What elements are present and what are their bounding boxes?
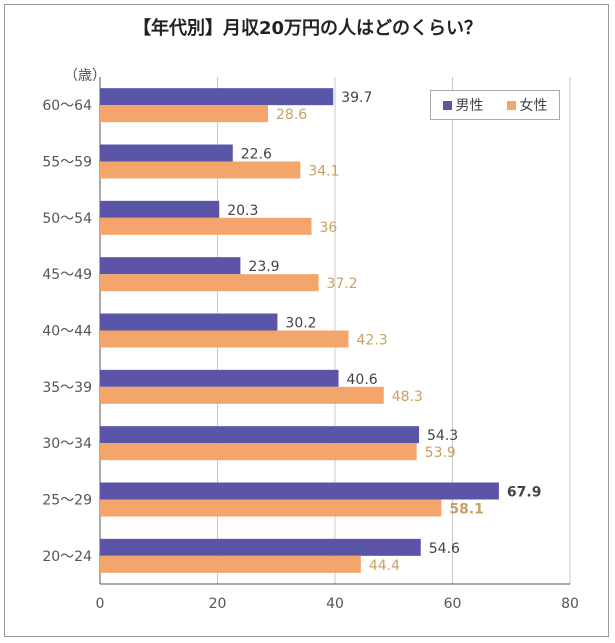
legend-swatch-male <box>442 100 452 110</box>
data-label-female: 37.2 <box>327 276 358 292</box>
data-label-male: 39.7 <box>341 90 372 106</box>
bar-female <box>100 161 301 179</box>
legend-item-female: 女性 <box>506 95 548 115</box>
data-label-female: 28.6 <box>276 107 307 123</box>
bar-male <box>100 369 339 387</box>
bar-male <box>100 313 278 331</box>
y-tick-label: 35～39 <box>42 380 92 396</box>
y-tick-label: 60～64 <box>42 98 92 114</box>
data-label-male: 54.6 <box>429 541 460 557</box>
bar-female <box>100 499 442 517</box>
legend: 男性 女性 <box>430 90 560 120</box>
y-tick-label: 25～29 <box>42 493 92 509</box>
bar-male <box>100 538 421 556</box>
data-label-female: 53.9 <box>425 445 456 461</box>
bar-female <box>100 443 417 461</box>
x-tick-label: 60 <box>444 596 462 612</box>
bar-male <box>100 144 233 162</box>
data-label-male: 30.2 <box>285 316 316 332</box>
legend-item-male: 男性 <box>442 95 484 115</box>
y-tick-label: 30～34 <box>42 436 92 452</box>
bar-male <box>100 88 334 106</box>
data-label-female: 48.3 <box>392 389 423 405</box>
bar-female <box>100 330 349 348</box>
y-tick-label: 20～24 <box>42 549 92 565</box>
chart-title: 【年代別】月収20万円の人はどのくらい？ <box>132 18 483 39</box>
bar-male <box>100 482 499 500</box>
y-tick-label: 45～49 <box>42 267 92 283</box>
data-label-female: 34.1 <box>308 164 339 180</box>
data-label-female: 58.1 <box>449 502 484 518</box>
legend-label-male: 男性 <box>455 98 484 114</box>
y-tick-label: 50～54 <box>42 211 92 227</box>
data-label-male: 22.6 <box>241 147 272 163</box>
bar-female <box>100 274 319 292</box>
data-label-female: 42.3 <box>357 333 388 349</box>
x-tick-label: 0 <box>96 596 105 612</box>
data-label-female: 36 <box>320 220 338 236</box>
bar-female <box>100 105 269 123</box>
x-tick-label: 40 <box>326 596 344 612</box>
data-label-female: 44.4 <box>369 558 400 574</box>
x-tick-label: 20 <box>209 596 227 612</box>
data-label-male: 20.3 <box>227 203 258 219</box>
bar-female <box>100 386 384 404</box>
y-tick-label: 40～44 <box>42 324 92 340</box>
bar-female <box>100 555 361 573</box>
data-label-male: 40.6 <box>347 372 378 388</box>
y-tick-label: 55～59 <box>42 155 92 171</box>
bar-male <box>100 426 420 444</box>
data-label-male: 67.9 <box>507 485 542 501</box>
x-tick-label: 80 <box>561 596 579 612</box>
data-label-male: 23.9 <box>248 259 279 275</box>
bar-female <box>100 217 312 235</box>
legend-swatch-female <box>506 100 516 110</box>
bar-male <box>100 257 241 275</box>
legend-label-female: 女性 <box>519 98 548 114</box>
y-axis-label: （歳） <box>64 68 106 84</box>
data-label-male: 54.3 <box>427 428 458 444</box>
bar-male <box>100 200 220 218</box>
